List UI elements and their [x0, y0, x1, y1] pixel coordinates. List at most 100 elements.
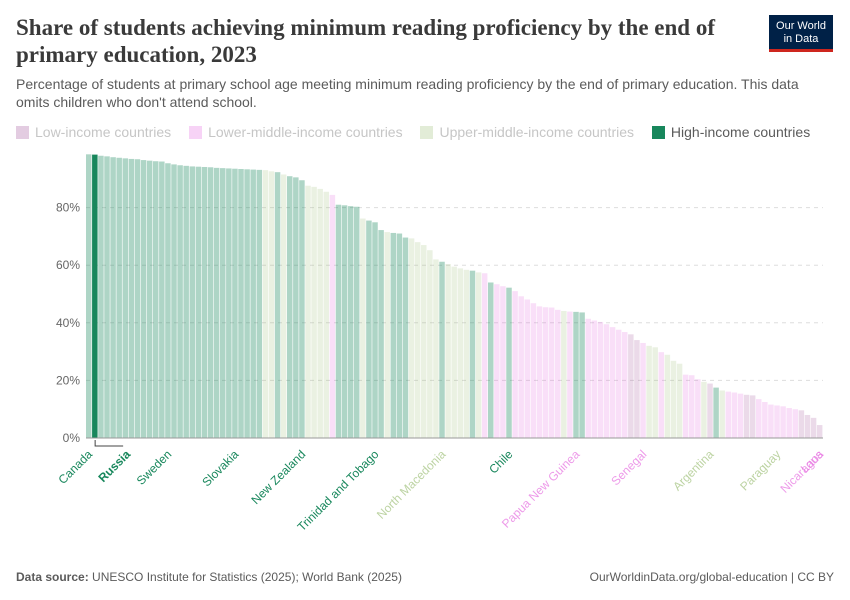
bar-59[interactable] [445, 264, 451, 438]
source-url[interactable]: OurWorldinData.org/global-education | CC… [589, 570, 834, 584]
bar-115[interactable] [786, 408, 792, 438]
bar-11[interactable] [153, 161, 159, 439]
bar-35[interactable] [299, 180, 305, 439]
bar-103[interactable] [713, 387, 719, 438]
bar-100[interactable] [695, 379, 701, 438]
bar-37[interactable] [311, 186, 317, 438]
bar-7[interactable] [128, 158, 135, 438]
bar-94[interactable] [658, 352, 665, 438]
bar-88[interactable] [622, 332, 628, 438]
bar-53[interactable] [408, 238, 415, 438]
bar-58[interactable] [439, 261, 445, 438]
bar-118[interactable] [804, 414, 811, 438]
x-label-north-macedonia[interactable]: North Macedonia [374, 447, 449, 522]
bar-120[interactable] [816, 425, 823, 438]
legend-item-high-income[interactable]: High-income countries [651, 124, 810, 140]
bar-14[interactable] [171, 164, 177, 438]
bar-19[interactable] [201, 166, 208, 439]
bar-23[interactable] [226, 168, 232, 438]
bar-12[interactable] [159, 161, 165, 438]
x-label-paraguay[interactable]: Paraguay [737, 447, 783, 493]
bar-90[interactable] [634, 340, 640, 438]
x-label-slovakia[interactable]: Slovakia [199, 447, 241, 489]
bar-2[interactable] [98, 155, 104, 438]
bar-52[interactable] [402, 237, 409, 438]
bar-113[interactable] [774, 405, 780, 438]
bar-104[interactable] [719, 390, 725, 438]
bar-63[interactable] [469, 270, 476, 438]
bar-82[interactable] [585, 318, 591, 438]
bar-66[interactable] [488, 282, 494, 438]
bar-77[interactable] [555, 309, 561, 438]
bar-41[interactable] [335, 204, 342, 438]
bar-33[interactable] [287, 176, 293, 438]
bar-111[interactable] [762, 402, 768, 438]
bar-97[interactable] [676, 363, 683, 438]
bar-15[interactable] [177, 165, 183, 438]
bar-5[interactable] [116, 157, 122, 438]
bar-71[interactable] [518, 296, 524, 438]
bar-56[interactable] [427, 250, 433, 438]
x-label-chile[interactable]: Chile [486, 447, 515, 476]
x-label-canada[interactable]: Canada [56, 447, 96, 487]
bar-24[interactable] [232, 168, 238, 438]
bar-49[interactable] [384, 232, 390, 438]
owid-logo[interactable]: Our World in Data [769, 15, 833, 52]
bar-21[interactable] [213, 167, 220, 439]
bar-22[interactable] [220, 168, 226, 438]
bar-55[interactable] [421, 245, 427, 438]
bar-40[interactable] [329, 194, 336, 438]
bar-95[interactable] [664, 354, 671, 438]
bar-79[interactable] [567, 311, 573, 438]
bar-18[interactable] [195, 166, 202, 438]
legend-item-lower-middle-income[interactable]: Lower-middle-income countries [189, 124, 403, 140]
bar-16[interactable] [183, 165, 189, 438]
bar-110[interactable] [756, 399, 762, 438]
bar-45[interactable] [360, 218, 366, 438]
bar-109[interactable] [749, 395, 756, 438]
bar-20[interactable] [207, 167, 214, 438]
bar-64[interactable] [475, 272, 482, 438]
bar-54[interactable] [414, 242, 421, 438]
bar-92[interactable] [646, 345, 652, 438]
bar-13[interactable] [165, 163, 171, 438]
bar-60[interactable] [451, 266, 457, 438]
bar-26[interactable] [244, 169, 250, 439]
bar-57[interactable] [433, 259, 439, 438]
bar-84[interactable] [597, 321, 604, 438]
bar-116[interactable] [792, 409, 799, 438]
x-label-senegal[interactable]: Senegal [608, 447, 649, 488]
legend-item-upper-middle-income[interactable]: Upper-middle-income countries [420, 124, 634, 140]
bar-106[interactable] [731, 392, 738, 439]
bar-78[interactable] [561, 310, 567, 438]
bar-28[interactable] [256, 169, 263, 438]
bar-81[interactable] [579, 312, 585, 438]
bar-65[interactable] [481, 273, 488, 438]
bar-25[interactable] [238, 169, 244, 438]
bar-87[interactable] [615, 329, 622, 438]
bar-29[interactable] [262, 170, 269, 438]
bar-51[interactable] [396, 233, 403, 438]
bar-17[interactable] [189, 166, 196, 439]
bar-47[interactable] [372, 222, 378, 438]
bar-0[interactable] [86, 154, 92, 438]
bar-32[interactable] [280, 174, 287, 439]
x-label-sweden[interactable]: Sweden [134, 447, 175, 488]
bar-4[interactable] [110, 157, 116, 438]
bar-89[interactable] [628, 334, 634, 438]
bar-50[interactable] [390, 232, 397, 438]
bar-8[interactable] [134, 159, 141, 438]
bar-73[interactable] [530, 303, 537, 438]
bar-46[interactable] [366, 220, 372, 438]
bar-1[interactable] [92, 154, 98, 439]
x-label-russia[interactable]: Russia [96, 447, 134, 485]
bar-91[interactable] [640, 342, 646, 438]
bar-48[interactable] [378, 230, 384, 438]
bar-9[interactable] [140, 160, 147, 438]
bar-75[interactable] [542, 307, 549, 438]
data-source-text[interactable]: UNESCO Institute for Statistics (2025); … [92, 570, 402, 584]
bar-34[interactable] [293, 177, 299, 439]
x-label-argentina[interactable]: Argentina [670, 447, 716, 493]
bar-27[interactable] [250, 169, 256, 438]
bar-62[interactable] [463, 269, 470, 438]
